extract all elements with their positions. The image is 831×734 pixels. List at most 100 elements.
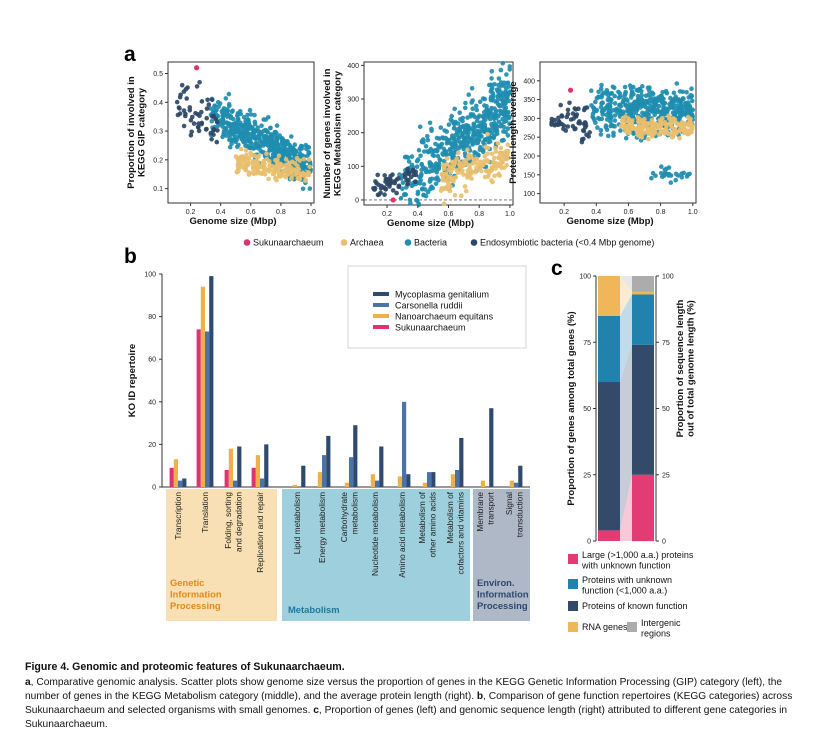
bacteria-point <box>452 106 458 112</box>
bacteria-point <box>298 153 303 159</box>
bar-carsonella <box>260 478 265 487</box>
right-tick-label: 50 <box>662 406 670 413</box>
archaea-point <box>454 167 459 173</box>
bacteria-point <box>462 105 468 111</box>
plot-frame <box>539 61 697 204</box>
segment-large-unknown <box>632 474 654 542</box>
bacteria-point <box>639 92 644 98</box>
y-axis-label: Protein length average <box>508 81 519 183</box>
bacteria-point <box>429 184 434 189</box>
archaea-point <box>457 160 463 166</box>
bar-sukunaarchaeum <box>224 470 229 487</box>
archaea-point <box>255 159 260 165</box>
right-axis-label: out of total genome length (%) <box>686 300 697 437</box>
panel-a-letter: a <box>124 43 136 66</box>
x-tick-label: 1.0 <box>688 209 698 216</box>
bacteria-point <box>274 123 280 128</box>
archaea-point <box>496 163 502 169</box>
bacteria-point <box>622 91 628 97</box>
endosymbiotic-point <box>406 177 411 183</box>
bacteria-point <box>654 102 659 108</box>
bacteria-point <box>226 101 232 107</box>
bacteria-point <box>440 151 445 156</box>
legend-swatch <box>568 601 578 611</box>
bacteria-point <box>425 137 431 143</box>
bacteria-point <box>461 124 467 129</box>
x-tick-label: 0.8 <box>656 209 666 216</box>
bacteria-point <box>469 136 474 142</box>
bacteria-point <box>504 95 510 100</box>
archaea-point <box>677 122 682 127</box>
bacteria-point <box>612 113 618 118</box>
endosymbiotic-point <box>196 121 201 126</box>
bacteria-point <box>507 67 512 72</box>
bacteria-point <box>607 105 613 110</box>
bacteria-point <box>506 115 512 121</box>
y-tick-label: 0.2 <box>153 157 163 164</box>
bar-mycoplasma <box>237 446 242 487</box>
bacteria-point <box>414 164 420 169</box>
bacteria-point <box>496 119 502 125</box>
bacteria-point <box>608 123 613 129</box>
bar-nanoarchaeum <box>255 455 260 487</box>
bacteria-point <box>405 155 411 160</box>
bacteria-point <box>612 118 618 123</box>
bacteria-point <box>248 112 254 117</box>
archaea-point <box>462 158 467 164</box>
archaea-point <box>462 184 468 189</box>
endosymbiotic-point <box>558 102 563 108</box>
bacteria-point <box>603 91 609 96</box>
bacteria-point <box>477 113 482 118</box>
bacteria-point <box>300 186 306 192</box>
bacteria-point <box>415 189 421 195</box>
bacteria-point <box>492 133 497 138</box>
bacteria-point <box>474 136 479 142</box>
bacteria-point <box>223 96 229 101</box>
archaea-point <box>650 120 655 125</box>
bacteria-point <box>506 109 511 115</box>
bacteria-point <box>593 99 598 105</box>
connector-band <box>620 276 632 292</box>
bacteria-point <box>245 112 250 118</box>
bacteria-point <box>603 123 609 128</box>
y-tick-label: 400 <box>347 63 359 70</box>
bar-nanoarchaeum <box>370 474 375 487</box>
endosymbiotic-point <box>197 80 202 85</box>
archaea-point <box>498 145 504 151</box>
bacteria-point <box>489 94 494 100</box>
archaea-point <box>260 160 266 166</box>
archaea-point <box>257 164 263 169</box>
bacteria-point <box>478 133 483 138</box>
category-label: Signal <box>504 492 514 515</box>
bacteria-point <box>504 72 509 77</box>
bar-carsonella <box>233 480 238 487</box>
right-axis-label: Proportion of sequence length <box>675 299 686 437</box>
bacteria-point <box>252 112 257 118</box>
archaea-point <box>484 158 490 163</box>
bacteria-point <box>235 144 240 150</box>
endosymbiotic-point <box>183 113 188 119</box>
endosymbiotic-point <box>177 94 183 100</box>
bacteria-point <box>503 115 509 120</box>
archaea-point <box>289 176 294 181</box>
connector-band <box>620 474 632 541</box>
panel-a-legend: Sukunaarchaeum Archaea Bacteria Endosymbiot… <box>243 238 654 248</box>
bacteria-point <box>409 154 415 159</box>
archaea-point <box>243 147 249 153</box>
bacteria-point <box>397 172 402 177</box>
archaea-point <box>472 157 478 162</box>
bacteria-point <box>266 135 271 140</box>
bacteria-point <box>423 193 429 199</box>
bacteria-point <box>664 90 670 96</box>
bacteria-point <box>502 111 508 116</box>
endosymbiotic-point <box>211 127 217 132</box>
bacteria-point <box>689 93 695 99</box>
bacteria-point <box>418 153 423 159</box>
x-axis-label: Genome size (Mbp) <box>189 216 276 227</box>
bacteria-point <box>438 125 444 130</box>
y-tick-label: 250 <box>523 135 535 142</box>
bacteria-point <box>674 81 680 86</box>
bacteria-point <box>435 153 441 159</box>
bacteria-point <box>435 175 440 180</box>
y-axis-label: Proportion of involved in <box>126 76 137 189</box>
